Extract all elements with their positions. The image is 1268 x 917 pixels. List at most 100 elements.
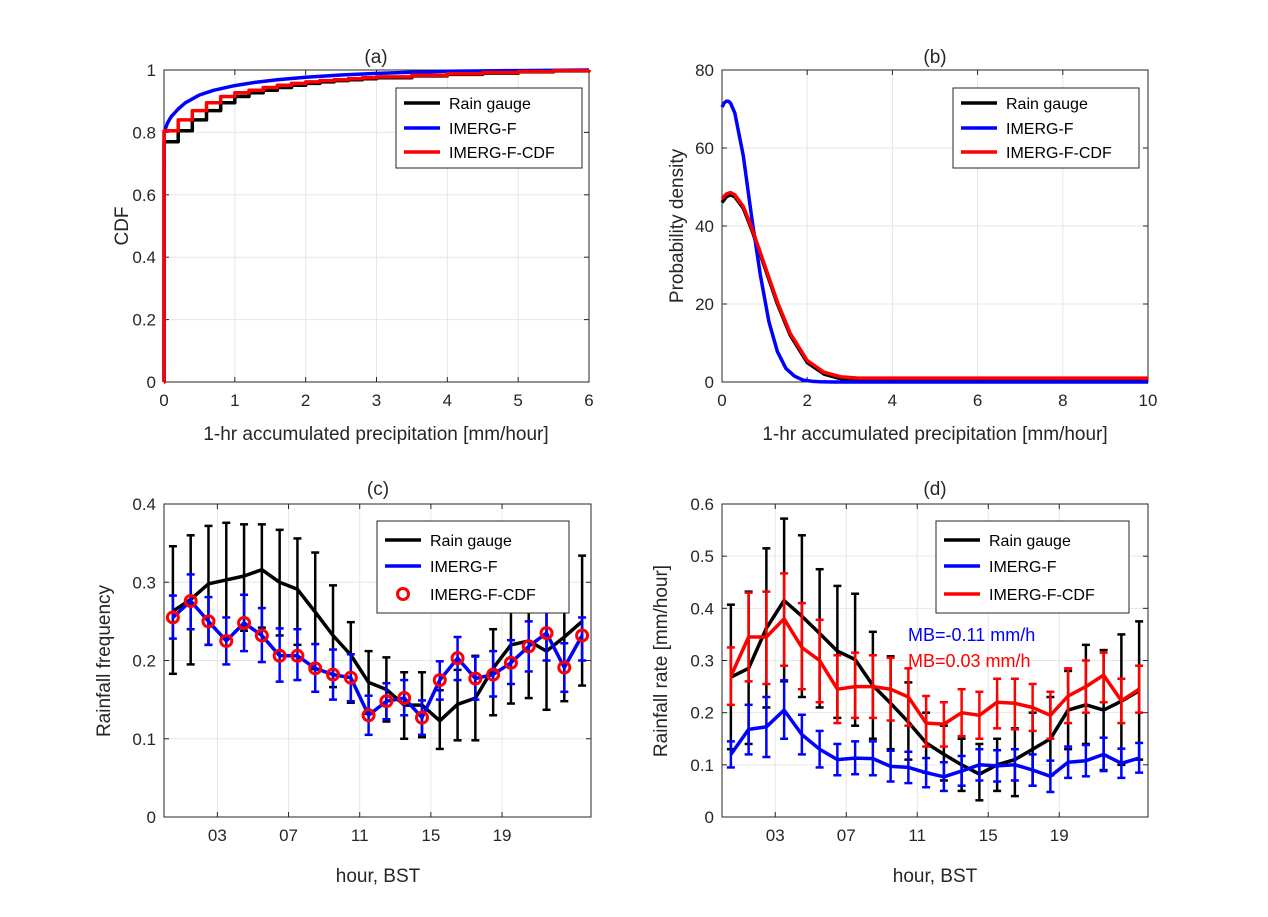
y-tick-label: 0.3	[132, 573, 156, 592]
series-imerg-f-cdf-marker	[326, 667, 341, 682]
x-tick-label: 3	[372, 391, 381, 410]
panel-b-legend-gauge: Rain gauge	[1006, 96, 1088, 113]
panel-c-legend-imerg: IMERG-F	[430, 559, 498, 576]
panel-b-xlabel: 1-hr accumulated precipitation [mm/hour]	[762, 424, 1107, 445]
x-tick-label: 10	[1139, 391, 1158, 410]
x-tick-label: 6	[584, 391, 593, 410]
y-tick-label: 0.2	[132, 311, 156, 330]
panel-c-legend-imerg-cdf: IMERG-F-CDF	[430, 587, 536, 604]
panel-a-legend-imerg: IMERG-F	[449, 121, 517, 138]
series-imerg-f-cdf-marker	[414, 710, 429, 725]
series-imerg-f-cdf-marker	[503, 655, 518, 670]
series-imerg-f-cdf-marker	[557, 660, 572, 675]
panel-d-legend-gauge: Rain gauge	[989, 533, 1071, 550]
series-imerg-f-cdf-marker	[272, 648, 287, 663]
panel-d-legend: Rain gauge IMERG-F IMERG-F-CDF	[935, 520, 1130, 614]
y-tick-label: 0.6	[690, 495, 714, 514]
panel-a-plot-area: 0 1 2 3 4 5 6 0 0.2 0.4 0.6 0.8 1	[132, 61, 593, 410]
y-tick-label: 0.4	[690, 599, 714, 618]
x-tick-label: 5	[513, 391, 522, 410]
y-tick-label: 0.6	[132, 186, 156, 205]
panel-c-legend-gauge: Rain gauge	[430, 533, 512, 550]
panel-a-ylabel: CDF	[112, 206, 133, 245]
series-imerg-f-cdf-marker	[343, 670, 358, 685]
y-tick-label: 0.2	[690, 704, 714, 723]
panel-d: (d) hour, BST Rainfall rate [mm/hour] 03…	[651, 479, 1149, 887]
panel-c-ylabel: Rainfall frequency	[94, 584, 115, 737]
x-tick-label: 2	[802, 391, 811, 410]
panel-d-legend-imerg: IMERG-F	[989, 559, 1057, 576]
panel-b-ylabel: Probability density	[667, 148, 688, 303]
x-tick-label: 19	[1050, 826, 1069, 845]
x-tick-label: 4	[443, 391, 452, 410]
series-imerg-f-cdf-marker	[183, 594, 198, 609]
series-imerg-f-cdf-line	[729, 617, 1141, 726]
x-tick-label: 6	[973, 391, 982, 410]
x-tick-label: 15	[979, 826, 998, 845]
series-imerg-f-cdf-marker	[254, 628, 269, 643]
panel-d-ylabel: Rainfall rate [mm/hour]	[651, 565, 672, 757]
series-imerg-f-line	[720, 99, 1148, 384]
series-imerg-f-cdf-marker	[361, 708, 376, 723]
series-imerg-f-cdf-marker	[308, 661, 323, 676]
panel-a-legend: Rain gauge IMERG-F IMERG-F-CDF	[395, 87, 583, 169]
y-tick-label: 60	[695, 139, 714, 158]
series-imerg-f-cdf-line	[162, 68, 591, 384]
y-tick-label: 0.8	[132, 123, 156, 142]
series-imerg-f-cdf-marker	[539, 626, 554, 641]
x-tick-label: 03	[208, 826, 227, 845]
series-imerg-f-cdf-marker	[521, 639, 536, 654]
y-tick-label: 1	[147, 61, 156, 80]
series-imerg-f-cdf-marker	[468, 671, 483, 686]
panel-d-plot-area: 03 07 11 15 19 0 0.1 0.2 0.3 0.4 0.5 0.6	[690, 495, 1149, 845]
panel-a-title: (a)	[364, 47, 387, 68]
x-tick-label: 1	[230, 391, 239, 410]
panel-a-legend-gauge: Rain gauge	[449, 96, 531, 113]
panel-a-xlabel: 1-hr accumulated precipitation [mm/hour]	[203, 424, 548, 445]
series-imerg-f-line	[729, 708, 1140, 779]
y-tick-label: 0.5	[690, 547, 714, 566]
series-imerg-f-cdf-marker	[379, 694, 394, 709]
y-tick-label: 80	[695, 61, 714, 80]
y-tick-label: 0.3	[690, 652, 714, 671]
y-tick-label: 0.1	[132, 730, 156, 749]
panel-c-legend: Rain gauge IMERG-F IMERG-F-CDF	[376, 520, 570, 614]
series-imerg-f-cdf-marker	[432, 673, 447, 688]
x-tick-label: 0	[159, 391, 168, 410]
y-tick-label: 0	[705, 808, 714, 827]
series-imerg-f-cdf-marker	[165, 610, 180, 625]
x-tick-label: 07	[837, 826, 856, 845]
x-tick-label: 8	[1058, 391, 1067, 410]
panel-d-xlabel: hour, BST	[893, 866, 978, 887]
series-imerg-f-cdf-marker	[237, 615, 252, 630]
x-tick-label: 07	[279, 826, 298, 845]
x-tick-label: 03	[766, 826, 785, 845]
series-imerg-f-cdf-line	[720, 190, 1148, 380]
series-rain-gauge-line	[730, 598, 1140, 776]
panel-d-legend-imerg-cdf: IMERG-F-CDF	[989, 587, 1095, 604]
panel-a-legend-imerg-cdf: IMERG-F-CDF	[449, 145, 555, 162]
series-imerg-f-cdf-marker	[486, 667, 501, 682]
panel-d-title: (d)	[923, 479, 946, 500]
series-imerg-f-line	[162, 68, 590, 383]
panel-c-title: (c)	[367, 479, 389, 500]
y-tick-label: 0	[147, 373, 156, 392]
panel-a: (a) 1-hr accumulated precipitation [mm/h…	[112, 47, 594, 445]
panel-b: (b) 1-hr accumulated precipitation [mm/h…	[667, 47, 1157, 445]
x-tick-label: 2	[301, 391, 310, 410]
panel-b-legend-imerg: IMERG-F	[1006, 121, 1074, 138]
panel-b-legend-imerg-cdf: IMERG-F-CDF	[1006, 145, 1112, 162]
y-tick-label: 0	[147, 808, 156, 827]
x-tick-label: 11	[908, 826, 926, 845]
y-tick-label: 0.4	[132, 248, 156, 267]
series-imerg-f-cdf-marker	[450, 651, 465, 666]
y-tick-label: 0.1	[690, 756, 714, 775]
panel-b-title: (b)	[923, 47, 946, 68]
series-imerg-f-cdf-marker	[290, 648, 305, 663]
panel-c: (c) hour, BST Rainfall frequency 03 07 11 1…	[94, 479, 592, 887]
panel-b-plot-area: 0 2 4 6 8 10 0 20 40 60 80	[695, 61, 1157, 410]
series-imerg-f-cdf-marker	[201, 614, 216, 629]
series-rain-gauge-line	[171, 567, 584, 723]
series-imerg-f-cdf-marker	[575, 628, 590, 643]
